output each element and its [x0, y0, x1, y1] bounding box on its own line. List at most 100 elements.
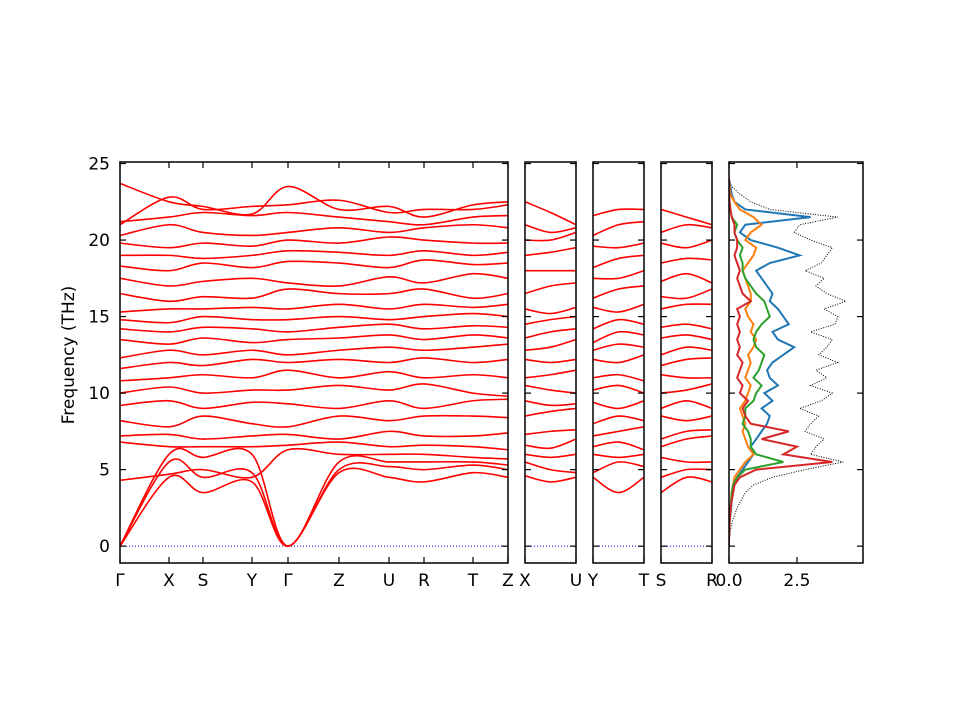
- y-tick-label: 0: [99, 537, 110, 557]
- x-tick-label: Γ: [115, 571, 125, 591]
- band: [661, 476, 712, 494]
- dos-curve: [729, 178, 848, 547]
- x-tick-label: Z: [502, 571, 514, 591]
- x-tick-label: R: [706, 571, 718, 591]
- panel-frame: [524, 161, 577, 564]
- band: [661, 415, 712, 422]
- band: [593, 384, 644, 394]
- band: [661, 239, 712, 249]
- band: [593, 415, 644, 425]
- band: [120, 383, 508, 397]
- band: [661, 435, 712, 448]
- band: [120, 441, 508, 451]
- band: [120, 369, 508, 382]
- band: [593, 425, 644, 437]
- band: [593, 441, 644, 451]
- panel-frame: [119, 161, 509, 564]
- band: [120, 312, 508, 324]
- band: [120, 196, 508, 226]
- band: [120, 447, 508, 547]
- y-tick-label: 20: [88, 231, 110, 251]
- band: [120, 272, 508, 287]
- band: [525, 461, 576, 474]
- band: [661, 272, 712, 284]
- dos-curve: [729, 178, 833, 547]
- x-tick-label: Y: [246, 571, 258, 591]
- band: [661, 223, 712, 234]
- band: [593, 343, 644, 352]
- band: [525, 384, 576, 394]
- band: [120, 211, 508, 226]
- band: [593, 303, 644, 313]
- band: [120, 223, 508, 237]
- band: [525, 358, 576, 364]
- band: [525, 407, 576, 417]
- x-tick-label: U: [383, 571, 395, 591]
- band: [593, 269, 644, 280]
- band: [525, 223, 576, 234]
- band: [120, 430, 508, 440]
- panel-frame: [660, 161, 713, 564]
- band: [525, 315, 576, 326]
- band: [120, 259, 508, 272]
- x-tick-label: Z: [333, 571, 345, 591]
- band: [661, 373, 712, 379]
- y-tick-label: 25: [88, 155, 110, 175]
- band: [120, 236, 508, 249]
- band: [661, 429, 712, 440]
- band: [120, 447, 508, 482]
- band: [525, 338, 576, 352]
- band: [661, 334, 712, 341]
- band: [120, 398, 508, 410]
- band: [593, 242, 644, 249]
- band: [525, 328, 576, 339]
- x-tick-label: 0.0: [715, 571, 742, 591]
- y-tick-label: 10: [88, 384, 110, 404]
- x-tick-label: Y: [587, 571, 599, 591]
- band: [525, 429, 576, 436]
- y-tick-label: 5: [99, 461, 110, 481]
- band: [593, 285, 644, 299]
- band: [120, 357, 508, 370]
- band: [525, 369, 576, 379]
- band: [593, 330, 644, 344]
- band: [525, 306, 576, 315]
- band: [593, 208, 644, 217]
- band: [661, 323, 712, 330]
- band: [120, 249, 508, 260]
- band: [661, 399, 712, 410]
- band: [120, 182, 508, 218]
- band: [525, 201, 576, 226]
- band: [525, 438, 576, 450]
- x-tick-label: T: [638, 571, 650, 591]
- x-tick-label: U: [570, 571, 582, 591]
- band: [661, 303, 712, 310]
- band: [661, 456, 712, 464]
- band: [593, 373, 644, 382]
- band: [593, 453, 644, 459]
- band: [120, 334, 508, 345]
- x-tick-label: X: [163, 571, 175, 591]
- band: [120, 323, 508, 333]
- band: [525, 399, 576, 407]
- y-axis-label: Frequency (THz): [59, 286, 79, 425]
- band: [593, 254, 644, 269]
- band: [593, 354, 644, 364]
- band: [661, 357, 712, 367]
- band: [593, 476, 644, 494]
- panel-frame: [592, 161, 645, 564]
- band: [525, 246, 576, 257]
- panel-frame: [728, 161, 864, 564]
- y-tick-label: 15: [88, 308, 110, 328]
- band: [593, 399, 644, 410]
- x-tick-label: S: [198, 571, 209, 591]
- x-tick-label: T: [467, 571, 479, 591]
- band: [661, 346, 712, 356]
- x-tick-label: Γ: [283, 571, 293, 591]
- band: [120, 414, 508, 428]
- band: [661, 288, 712, 300]
- x-tick-label: 2.5: [783, 571, 810, 591]
